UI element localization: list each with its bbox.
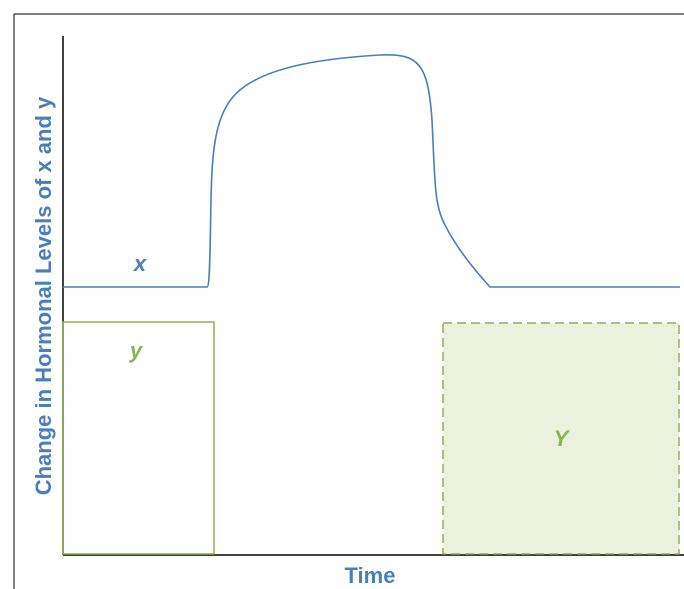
x-axis-title: Time: [345, 563, 396, 588]
curve-x-label: x: [133, 251, 147, 276]
y-axis-title: Change in Hormonal Levels of x and y: [31, 96, 56, 495]
box-y-final: [442, 322, 680, 555]
box-y-initial: [62, 321, 215, 555]
box-y-final-label: Y: [554, 426, 571, 451]
curve-x: [63, 54, 680, 288]
box-y-initial-label: y: [129, 338, 144, 363]
